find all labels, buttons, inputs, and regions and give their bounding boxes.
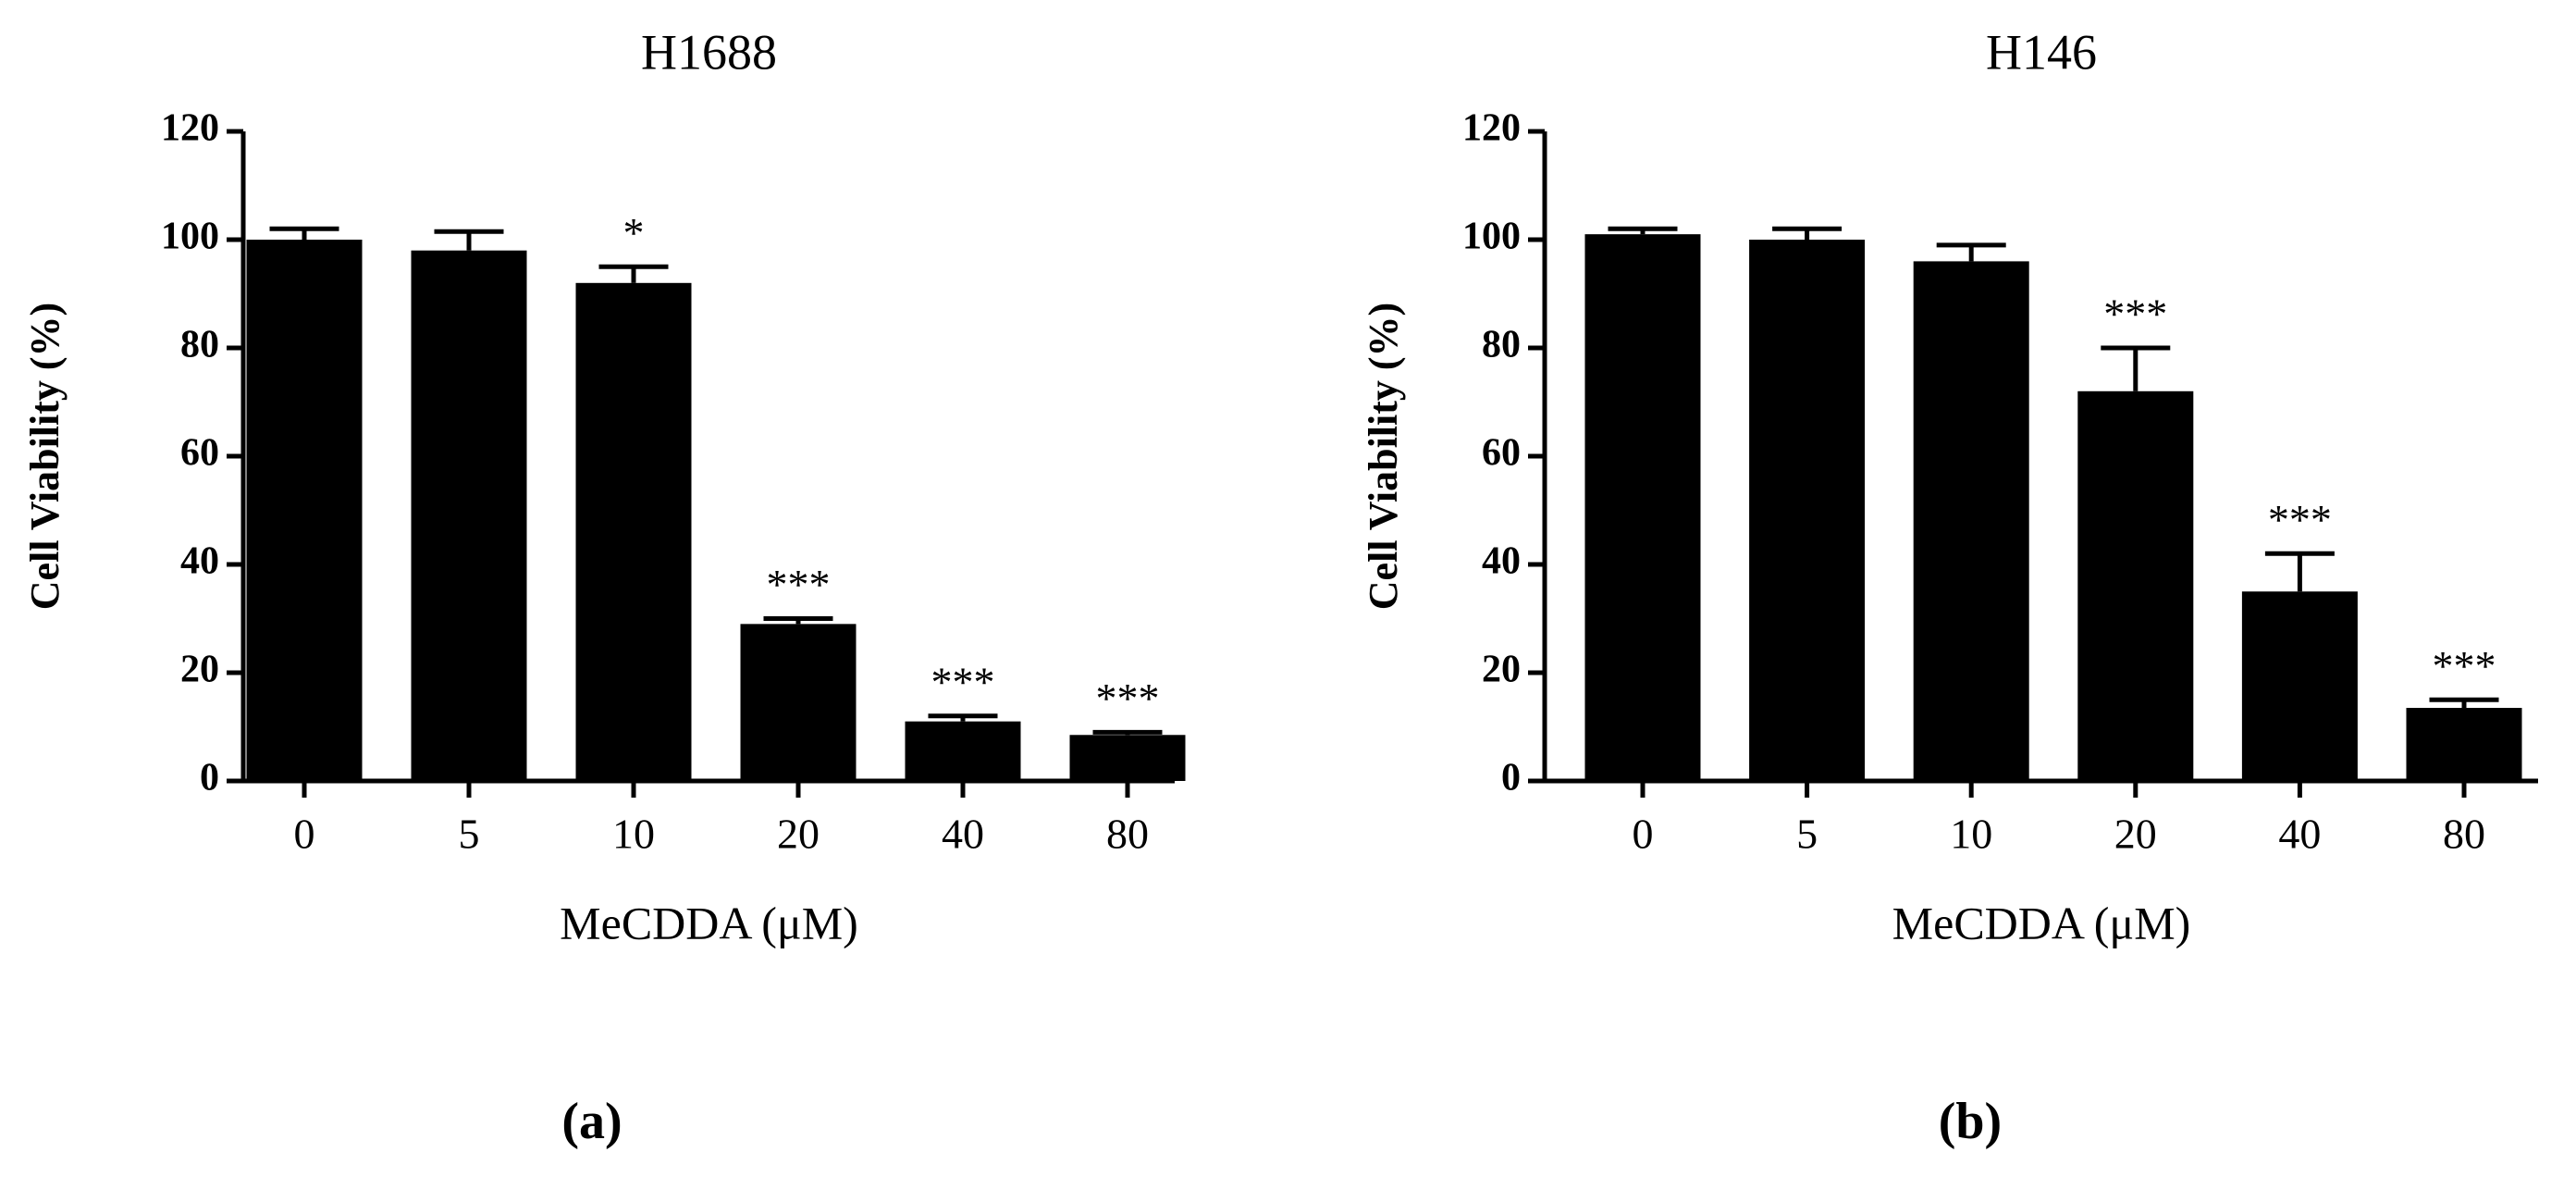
y-tick-label: 40 [180, 540, 219, 583]
y-axis-label: Cell Viability (%) [1361, 303, 1406, 610]
chart-title: H1688 [641, 24, 777, 80]
y-tick-label: 40 [1482, 540, 1521, 583]
x-tick-label: 5 [1796, 811, 1818, 858]
bar [2241, 591, 2358, 781]
y-tick-label: 0 [1501, 757, 1521, 799]
significance-label: *** [2103, 291, 2167, 338]
bar [2077, 390, 2194, 781]
x-tick-label: 5 [459, 811, 480, 858]
panel-label: (b) [1939, 1093, 2002, 1150]
bar [1069, 735, 1186, 781]
y-tick-label: 100 [161, 216, 219, 258]
bar [246, 240, 363, 781]
x-axis-label: MeCDDA (μM) [560, 897, 858, 948]
x-tick-label: 0 [1633, 811, 1654, 858]
bar [1913, 261, 2029, 781]
y-tick-label: 0 [200, 757, 219, 799]
significance-label: *** [2433, 642, 2496, 689]
x-tick-label: 40 [942, 811, 984, 858]
significance-label: *** [2268, 496, 2332, 543]
chart-title: H146 [1986, 24, 2097, 80]
x-tick-label: 20 [777, 811, 820, 858]
bar [2406, 708, 2522, 781]
x-tick-label: 40 [2278, 811, 2321, 858]
y-tick-label: 100 [1462, 216, 1521, 258]
y-tick-label: 80 [1482, 324, 1521, 366]
significance-label: *** [1096, 675, 1160, 722]
bar [1584, 234, 1701, 781]
y-tick-label: 80 [180, 324, 219, 366]
y-tick-label: 120 [161, 107, 219, 150]
significance-label: *** [767, 561, 831, 608]
bar [740, 624, 857, 781]
panel-label: (a) [561, 1093, 622, 1150]
x-tick-label: 0 [294, 811, 315, 858]
significance-label: *** [931, 658, 995, 705]
bar [905, 721, 1021, 781]
y-axis-label: Cell Viability (%) [22, 303, 68, 610]
y-tick-label: 120 [1462, 107, 1521, 150]
y-tick-label: 60 [180, 432, 219, 475]
x-tick-label: 10 [1950, 811, 1992, 858]
x-tick-label: 80 [2443, 811, 2485, 858]
x-tick-label: 80 [1106, 811, 1149, 858]
bar [411, 250, 527, 781]
x-tick-label: 10 [612, 811, 655, 858]
bar [575, 282, 692, 781]
y-tick-label: 60 [1482, 432, 1521, 475]
x-axis-label: MeCDDA (μM) [1892, 897, 2191, 948]
significance-label: * [623, 209, 645, 256]
y-tick-label: 20 [1482, 649, 1521, 691]
x-tick-label: 20 [2114, 811, 2157, 858]
y-tick-label: 20 [180, 649, 219, 691]
bar [1749, 240, 1866, 781]
